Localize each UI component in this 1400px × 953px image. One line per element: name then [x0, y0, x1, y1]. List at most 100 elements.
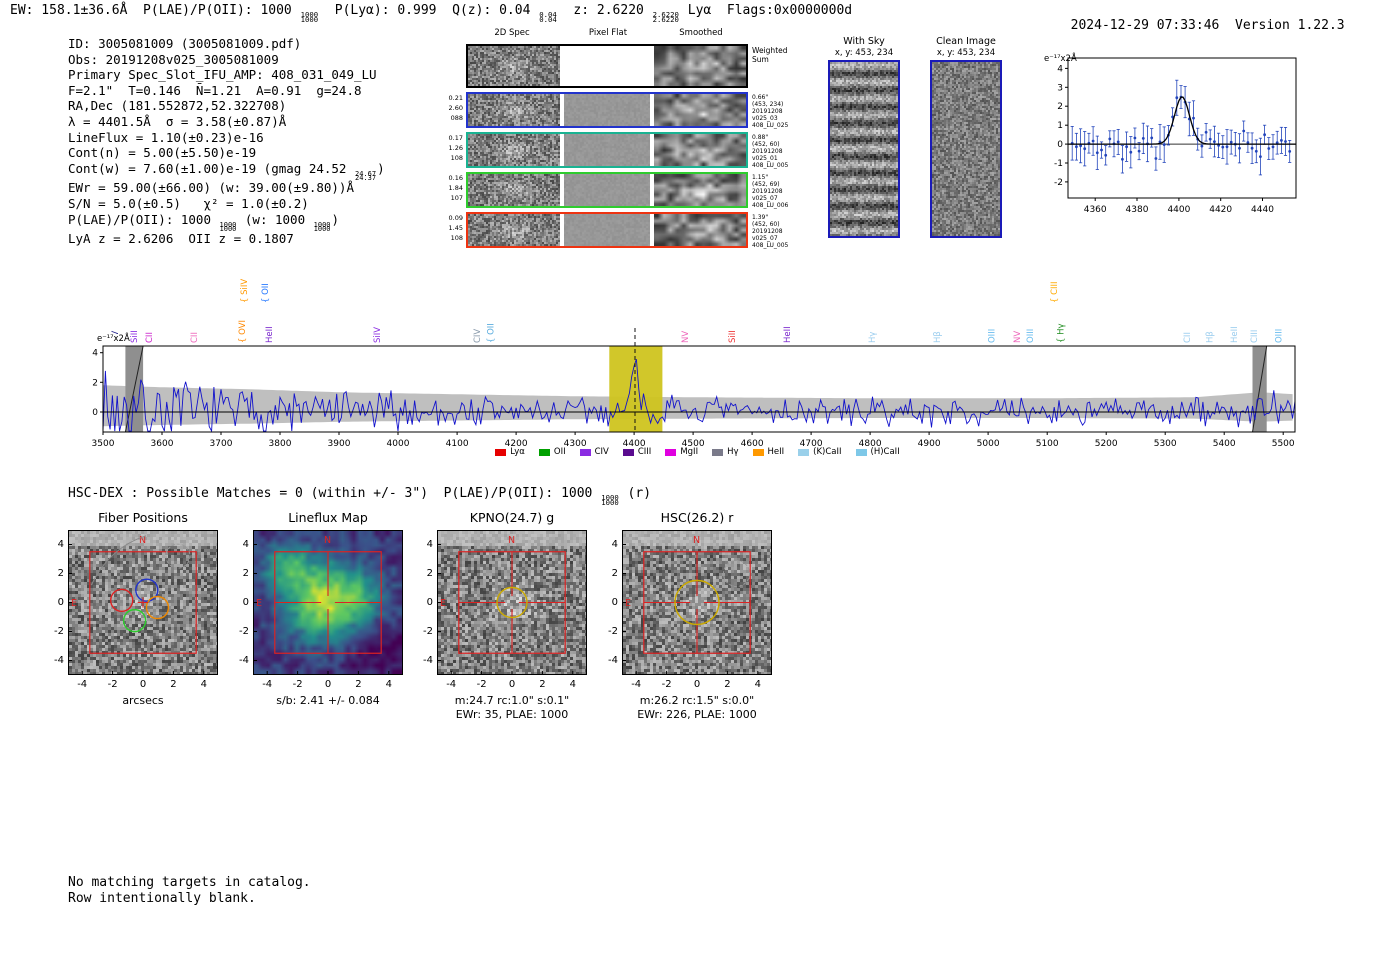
header-text-4: z: 2.6220	[557, 3, 652, 18]
info8-text-0: Cont(w) = 7.60(±1.00)e-19 (gmag 24.52	[68, 160, 354, 176]
aperture-box	[643, 551, 751, 654]
detection-highlight-band	[609, 346, 663, 432]
legend-swatch	[538, 448, 550, 456]
clean-image	[932, 62, 1000, 236]
info-line-8: Cont(w) = 7.60(±1.00)e-19 (gmag 24.52 24…	[68, 160, 468, 183]
data-point	[1250, 146, 1254, 150]
fiber-row-left-label: 1.45	[448, 224, 463, 232]
line-fit-chart: -2 -1 0 1 2 3 4 4360 4380 4400 4420 4440 e⁻¹⁷x2Å	[1038, 50, 1308, 230]
header-frac-3: 0.04 0.04	[539, 10, 557, 22]
spec2d-row-weighted-sum	[466, 44, 748, 88]
header-summary-line: EW: 158.1±36.6Å P(LAE)/P(OII): 1000 1000…	[10, 3, 852, 22]
legend-label: CIII	[637, 447, 652, 457]
info8-frac-bot-1: 24.37	[354, 174, 377, 183]
emission-line-label: NV	[681, 331, 691, 343]
data-point	[1162, 143, 1166, 146]
y-tick-label: 3	[1057, 83, 1063, 93]
fiber-circle	[135, 578, 159, 602]
info-line-1: Obs: 20191208v025_3005081009	[68, 52, 468, 68]
with-sky-image	[830, 62, 898, 236]
aperture-box	[89, 551, 197, 654]
legend-swatch	[712, 448, 724, 456]
cutout-overlay: NE	[253, 535, 390, 675]
cutout-y-tick-label: -4	[54, 654, 64, 666]
emission-line-label: CII	[1183, 332, 1193, 343]
legend-swatch	[798, 448, 810, 456]
info-line-2: Primary Spec_Slot_IFU_AMP: 408_031_049_L…	[68, 67, 468, 83]
emission-line-label: CII	[190, 332, 200, 343]
legend-swatch	[622, 448, 634, 456]
x-tick-label: 5200	[1095, 439, 1118, 449]
info8-frac-1: 24.67 24.37	[354, 170, 377, 183]
info7-text-0: Cont(n) = 5.00(±5.50)e-19	[68, 145, 257, 161]
fiber-row-left-label: 088	[450, 114, 463, 122]
info11-frac-1: 1000 1000	[220, 221, 237, 233]
fiber-circle	[122, 608, 147, 633]
cutout-overlay: NE	[437, 535, 574, 675]
data-point	[1154, 157, 1158, 160]
y-tick-label: 0	[1057, 140, 1063, 150]
fiber-positions-image	[69, 531, 217, 674]
info-line-11: P(LAE)/P(OII): 1000 1000 1000 (w: 1000 10…	[68, 212, 468, 233]
info4-text-0: RA,Dec (181.552872,52.322708)	[68, 98, 287, 114]
x-tick-label: 3500	[92, 439, 115, 449]
sky-panel-title: With Sky	[843, 36, 885, 47]
legend-item: Hγ	[712, 447, 739, 457]
emission-line-label: OIII	[988, 329, 998, 343]
header-frac-5: 2.6220 2.6220	[653, 11, 679, 22]
emission-line-label: { CIII	[1050, 281, 1060, 303]
emission-line-label: Hβ	[1205, 331, 1215, 343]
data-point	[1208, 137, 1212, 141]
x-tick-label: 4000	[387, 439, 410, 449]
cutout-y-tick-label: -4	[608, 654, 618, 666]
line-fit-ylabel: e⁻¹⁷x2Å	[1044, 54, 1077, 64]
col-gap	[560, 94, 564, 126]
y-tick-label: 1	[1057, 121, 1063, 131]
cutout-frame-3	[622, 530, 772, 675]
info0-text-0: ID: 3005081009 (3005081009.pdf)	[68, 36, 302, 51]
cutout-x-tick-label: 2	[539, 679, 546, 690]
cutout-x-tick-label: 2	[724, 679, 731, 690]
emission-line-label: NV	[1013, 331, 1023, 343]
legend-swatch	[579, 448, 591, 456]
cutout-caption-2: EWr: 35, PLAE: 1000	[455, 708, 569, 721]
emission-line-label: CIII	[1250, 330, 1260, 343]
emission-line-label: { OVI	[238, 320, 248, 343]
aperture-circle	[496, 586, 528, 619]
hsc-text-2: (r)	[619, 486, 652, 501]
cutout-x-tick-label: -4	[446, 679, 457, 690]
cutout-x-tick-label: 0	[508, 679, 516, 690]
header-frac-top-3: 0.04	[539, 10, 557, 19]
col-gap	[650, 134, 654, 166]
data-point	[1213, 140, 1216, 143]
legend-item: HeII	[752, 447, 785, 457]
cutout-x-tick-label: -4	[631, 679, 642, 690]
header-text-6: Lyα Flags:0x0000000d	[679, 3, 853, 18]
cutout-frame-0	[68, 530, 218, 675]
sky-panels-section: With Sky x, y: 453, 234 Clean Image x, y: 4…	[828, 36, 1028, 246]
spectrum-legend: Lyα OII CIV CIII MgII Hγ HeII (K)CaII (H)CaII	[85, 447, 1310, 457]
legend-label: HeII	[767, 447, 785, 457]
kpno-g-image	[438, 531, 586, 674]
data-point	[1238, 146, 1241, 150]
cutout-x-tick-label: 2	[355, 679, 362, 690]
spec2d-col-header: Pixel Flat	[588, 28, 628, 38]
compass-east-label: E	[625, 598, 631, 609]
fiber-row-right-label: 20191208	[752, 188, 783, 195]
spec2d-fiber-row-2	[466, 132, 748, 168]
data-point	[1271, 145, 1275, 149]
compass-east-label: E	[256, 598, 262, 609]
data-point	[1275, 141, 1279, 145]
emission-line-label: CII	[145, 332, 155, 343]
info-line-9: EWr = 59.00(±66.00) (w: 39.00(±9.80))Å	[68, 180, 468, 196]
fiber-row-right-label: 20191208	[752, 228, 783, 235]
data-point	[1095, 151, 1099, 155]
emission-line-label: SiII	[130, 330, 140, 343]
fiber-row-left-label: 108	[450, 154, 463, 162]
info2-text-0: Primary Spec_Slot_IFU_AMP: 408_031_049_L…	[68, 67, 377, 83]
legend-label: (H)CaII	[870, 447, 900, 457]
compass-north-label: N	[508, 535, 515, 546]
emission-line-label: HeII	[1230, 326, 1240, 343]
cutout-caption-1: m:24.7 rc:1.0" s:0.1"	[454, 694, 570, 707]
